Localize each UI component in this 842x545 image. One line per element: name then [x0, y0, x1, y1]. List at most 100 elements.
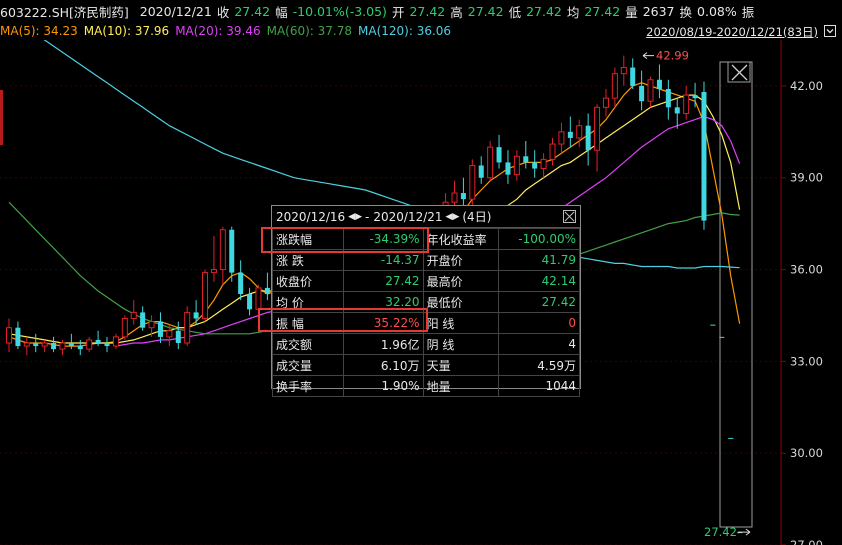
candle [86, 336, 93, 353]
popup-day-count: (4日) [462, 210, 492, 224]
close-icon[interactable] [563, 210, 576, 223]
change-value: -10.01%(-3.05) [292, 3, 387, 19]
candle-body [585, 125, 591, 151]
candle-body [210, 269, 217, 274]
change-label: 幅 [275, 4, 288, 20]
candle [15, 321, 21, 350]
stats-value: -100.00% [497, 228, 581, 250]
popup-separator: - [365, 209, 370, 224]
candle [184, 306, 191, 347]
candle [692, 82, 698, 108]
stats-value: -34.39% [342, 228, 424, 250]
candle-body [532, 162, 538, 169]
stats-label: 换手率 [272, 375, 344, 397]
stats-label: 天量 [422, 354, 499, 376]
candle-body [6, 327, 12, 344]
candle [95, 330, 101, 347]
selection-close-icon [727, 61, 751, 83]
stats-row: 收盘价 27.42 最高价 42.14 [272, 270, 581, 292]
avg-value: 27.42 [584, 3, 621, 19]
candle-body [68, 343, 74, 347]
stats-value: 27.42 [342, 270, 424, 292]
candle [647, 76, 654, 108]
candle-body [523, 156, 529, 163]
turnover-label: 换 [679, 4, 693, 20]
candle-body [86, 339, 93, 350]
highlight-amplitude [258, 308, 428, 332]
candle-body [478, 165, 484, 178]
candle-body [620, 67, 627, 75]
stats-label: 最高价 [422, 270, 499, 292]
y-tick-label: 30.00 [790, 446, 823, 460]
ma20-label: MA(20): 39.46 [175, 24, 261, 38]
candle-body [710, 324, 716, 326]
candle-body [594, 106, 601, 151]
candle [121, 315, 128, 340]
candle [630, 58, 636, 89]
stats-row: 成交量 6.10万 天量 4.59万 [272, 354, 581, 376]
stats-value: 1.90% [342, 375, 424, 397]
low-value: 27.42 [526, 3, 562, 19]
candle-body [701, 92, 707, 221]
candle [576, 119, 583, 148]
open-label: 开 [391, 4, 405, 20]
candle [460, 177, 466, 209]
stats-value: 1044 [497, 375, 581, 397]
start-date-stepper-icon[interactable]: ◀▶ [348, 211, 363, 222]
stats-label: 地量 [422, 375, 499, 397]
candle [247, 287, 253, 316]
stats-row: 均 价 32.20 最低价 27.42 [272, 291, 581, 313]
candle [505, 150, 511, 184]
end-date-stepper-icon[interactable]: ◀▶ [445, 211, 460, 222]
stats-value: 1.96亿 [342, 333, 424, 355]
ma-legend: MA(5): 34.23 MA(10): 37.96 MA(20): 39.46… [0, 22, 842, 40]
candle [674, 98, 680, 129]
chevron-down-icon[interactable] [824, 25, 836, 37]
candle [532, 150, 538, 178]
candle-body [121, 318, 128, 338]
candle [59, 339, 66, 356]
candle-body [77, 346, 83, 350]
candle-body [104, 343, 110, 347]
candle-body [264, 287, 270, 295]
candle-body [505, 162, 511, 175]
candle [33, 333, 39, 353]
candle [238, 260, 244, 301]
stats-label: 成交量 [272, 354, 344, 376]
candle [602, 88, 609, 117]
candle-body [611, 73, 618, 99]
stats-label: 收盘价 [272, 270, 344, 292]
candle-body [140, 312, 146, 328]
candle-body [175, 330, 181, 343]
candle [513, 150, 520, 181]
close-value: 27.42 [234, 3, 271, 19]
y-axis: 42.00 39.00 36.00 33.00 30.00 27.00 [781, 79, 823, 545]
candle-body [665, 88, 671, 108]
stats-label: 阴 线 [422, 333, 499, 355]
stats-label: 阳 线 [422, 312, 499, 334]
date-range-link[interactable]: 2020/08/19-2020/12/21(83日) [646, 25, 818, 39]
candle-body [130, 311, 137, 320]
candle-body [558, 131, 565, 145]
stock-symbol: 603222.SH[济民制药] [0, 4, 129, 20]
stats-table: 涨跌幅 -34.39% 年化收益率 -100.00% 涨 跌 -14.37 开盘价 41.79… [272, 228, 581, 397]
y-tick-label: 39.00 [790, 171, 823, 185]
candle [728, 437, 734, 439]
avg-label: 均 [566, 4, 580, 20]
y-tick-label: 33.00 [790, 354, 823, 368]
candle [639, 70, 645, 111]
candle-body [193, 312, 199, 319]
stats-label: 年化收益率 [422, 228, 499, 250]
candle [6, 318, 12, 353]
candle [23, 336, 30, 356]
y-tick-label: 36.00 [790, 263, 823, 277]
ma120-label: MA(120): 36.06 [358, 24, 452, 38]
ma10-label: MA(10): 37.96 [83, 24, 170, 38]
candle [219, 226, 226, 285]
candle [148, 315, 155, 337]
candle-body [202, 272, 209, 320]
candle-body [59, 342, 66, 350]
candle-body [41, 342, 48, 347]
candle-body [23, 342, 30, 347]
